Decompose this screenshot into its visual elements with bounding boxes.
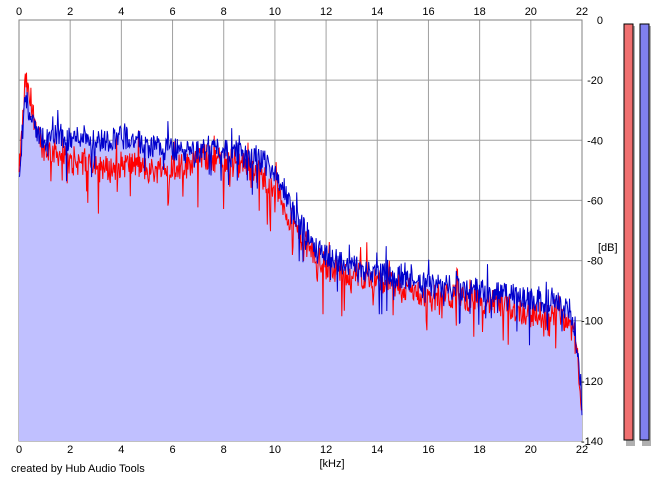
x-tick-label-bottom: 4 [118,444,124,456]
x-tick-label-top: 10 [269,6,281,18]
x-tick-label-top: 16 [422,6,434,18]
y-tick-label: -80 [587,256,603,268]
y-tick-label: -120 [581,376,603,388]
series-line-blue [18,92,583,416]
x-tick-label-bottom: 20 [525,444,537,456]
x-tick-label-bottom: 16 [422,444,434,456]
y-tick-label: -40 [587,135,603,147]
meter-red [623,23,634,441]
x-tick-label-top: 12 [320,6,332,18]
credit-text: created by Hub Audio Tools [11,463,145,475]
x-tick-label-bottom: 0 [16,444,22,456]
x-axis-label: [kHz] [319,458,344,470]
level-meters [623,23,651,446]
x-tick-label-top: 4 [118,6,124,18]
x-tick-label-top: 6 [169,6,175,18]
axis-labels: [kHz] [dB] [319,242,617,470]
y-tick-label: -60 [587,195,603,207]
x-tick-label-bottom: 2 [67,444,73,456]
x-tick-label-bottom: 6 [169,444,175,456]
y-tick-label: 0 [597,15,603,27]
x-tick-label-bottom: 22 [576,444,588,456]
series-lines [18,72,583,416]
x-tick-label-top: 22 [576,6,588,18]
x-tick-label-bottom: 10 [269,444,281,456]
x-tick-label-top: 18 [474,6,486,18]
x-tick-label-top: 8 [221,6,227,18]
x-tick-label-top: 2 [67,6,73,18]
x-tick-label-bottom: 14 [371,444,383,456]
y-tick-label: -100 [581,316,603,328]
x-tick-label-bottom: 8 [221,444,227,456]
x-tick-label-top: 14 [371,6,383,18]
x-tick-label-top: 0 [16,6,22,18]
y-axis-label: [dB] [598,242,618,254]
meter-blue [639,23,650,441]
x-tick-label-bottom: 18 [474,444,486,456]
tick-labels: 002244668810101212141416161818202022220-… [16,6,603,456]
x-tick-label-top: 20 [525,6,537,18]
y-tick-label: -140 [581,436,603,448]
x-tick-label-bottom: 12 [320,444,332,456]
y-tick-label: -20 [587,75,603,87]
